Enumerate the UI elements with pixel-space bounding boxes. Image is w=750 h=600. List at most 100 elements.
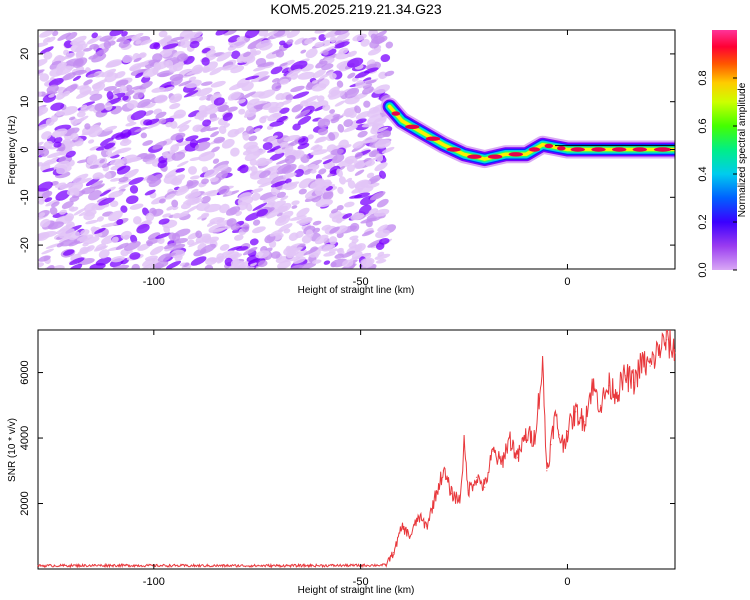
- noise-blob: [277, 215, 287, 223]
- noise-blob: [360, 38, 370, 47]
- noise-blob: [241, 224, 250, 233]
- noise-blob: [56, 61, 67, 69]
- noise-blob: [318, 34, 327, 42]
- noise-blob: [222, 112, 233, 122]
- noise-blob: [195, 110, 206, 116]
- noise-blob: [298, 188, 307, 195]
- noise-blob: [270, 180, 287, 188]
- noise-blob: [236, 36, 245, 42]
- noise-blob: [39, 30, 54, 38]
- noise-blob: [258, 170, 271, 179]
- noise-blob: [203, 203, 222, 213]
- noise-blob: [303, 95, 319, 104]
- noise-blob: [289, 264, 304, 269]
- noise-blob: [341, 250, 356, 258]
- snr-data-point: [500, 463, 502, 465]
- noise-blob: [330, 148, 344, 156]
- noise-blob: [296, 207, 310, 218]
- noise-blob: [64, 58, 81, 67]
- snr-ytick-label: 4000: [19, 426, 31, 450]
- noise-blob: [362, 86, 374, 95]
- noise-blob: [297, 143, 310, 150]
- noise-blob: [163, 242, 177, 250]
- noise-blob: [53, 141, 62, 148]
- noise-blob: [284, 145, 294, 153]
- noise-blob: [354, 180, 369, 190]
- noise-blob: [171, 151, 186, 161]
- noise-blob: [38, 255, 51, 262]
- snr-x-label: Height of straight line (km): [298, 585, 415, 596]
- noise-blob: [70, 35, 87, 45]
- snr-data-point: [649, 365, 651, 367]
- snr-data-point: [525, 434, 527, 436]
- noise-blob: [218, 185, 230, 195]
- snr-data-point: [194, 565, 196, 567]
- noise-blob: [237, 98, 247, 104]
- noise-blob: [255, 39, 272, 49]
- noise-blob: [334, 30, 350, 36]
- noise-blob: [357, 130, 368, 138]
- noise-blob: [140, 39, 153, 46]
- colorbar-tick-label: 0.0: [697, 262, 709, 277]
- noise-blob: [375, 153, 384, 162]
- noise-blob: [294, 168, 304, 178]
- noise-blob: [154, 260, 169, 269]
- noise-blob: [80, 229, 90, 236]
- noise-blob: [330, 208, 339, 214]
- noise-blob: [201, 166, 208, 173]
- noise-blob: [348, 241, 357, 249]
- noise-blob: [352, 33, 367, 42]
- snr-data-point: [583, 421, 585, 423]
- ridge-core: [508, 152, 523, 157]
- noise-blob: [55, 65, 73, 76]
- ridge-core: [612, 147, 627, 152]
- noise-blob: [283, 134, 300, 142]
- noise-blob: [118, 183, 130, 190]
- noise-blob: [150, 208, 164, 217]
- noise-blob: [129, 252, 141, 260]
- noise-blob: [119, 85, 127, 93]
- noise-blob: [260, 115, 269, 120]
- noise-blob: [114, 71, 126, 79]
- noise-blob: [50, 102, 65, 111]
- noise-blob: [177, 160, 189, 168]
- noise-blob: [247, 39, 264, 50]
- noise-blob: [305, 101, 317, 108]
- noise-blob: [347, 180, 356, 189]
- noise-blob: [258, 180, 275, 188]
- noise-blob: [56, 164, 68, 175]
- spectrogram-ytick-label: -10: [19, 189, 31, 205]
- noise-blob: [186, 198, 204, 206]
- noise-blob: [256, 208, 268, 217]
- noise-blob: [192, 124, 203, 132]
- spectrogram-xtick-label: -50: [353, 276, 369, 288]
- noise-blob: [178, 124, 190, 133]
- noise-blob: [303, 168, 313, 175]
- noise-blob: [355, 110, 371, 120]
- noise-blob: [300, 49, 307, 54]
- spectrogram-x-ticks: -100 -50 0: [143, 30, 571, 288]
- noise-blob: [188, 240, 202, 248]
- noise-blob: [349, 235, 359, 241]
- noise-blob: [185, 191, 201, 200]
- noise-blob: [158, 118, 167, 125]
- noise-blob: [63, 49, 70, 56]
- noise-blob: [39, 73, 50, 82]
- noise-blob: [124, 241, 141, 251]
- snr-data-point: [550, 444, 552, 446]
- noise-blob: [321, 63, 334, 71]
- noise-blob: [111, 256, 125, 263]
- noise-blob: [374, 253, 391, 260]
- noise-blob: [270, 175, 287, 185]
- noise-blob: [110, 200, 119, 208]
- noise-blob: [367, 48, 382, 56]
- noise-blob: [165, 260, 182, 269]
- noise-blob: [237, 196, 254, 206]
- snr-data-point: [624, 375, 627, 377]
- noise-blob: [133, 57, 142, 63]
- noise-blob: [194, 141, 211, 152]
- noise-blob: [174, 254, 183, 262]
- noise-blob: [279, 141, 289, 148]
- snr-data-point: [409, 535, 411, 537]
- noise-blob: [64, 52, 76, 59]
